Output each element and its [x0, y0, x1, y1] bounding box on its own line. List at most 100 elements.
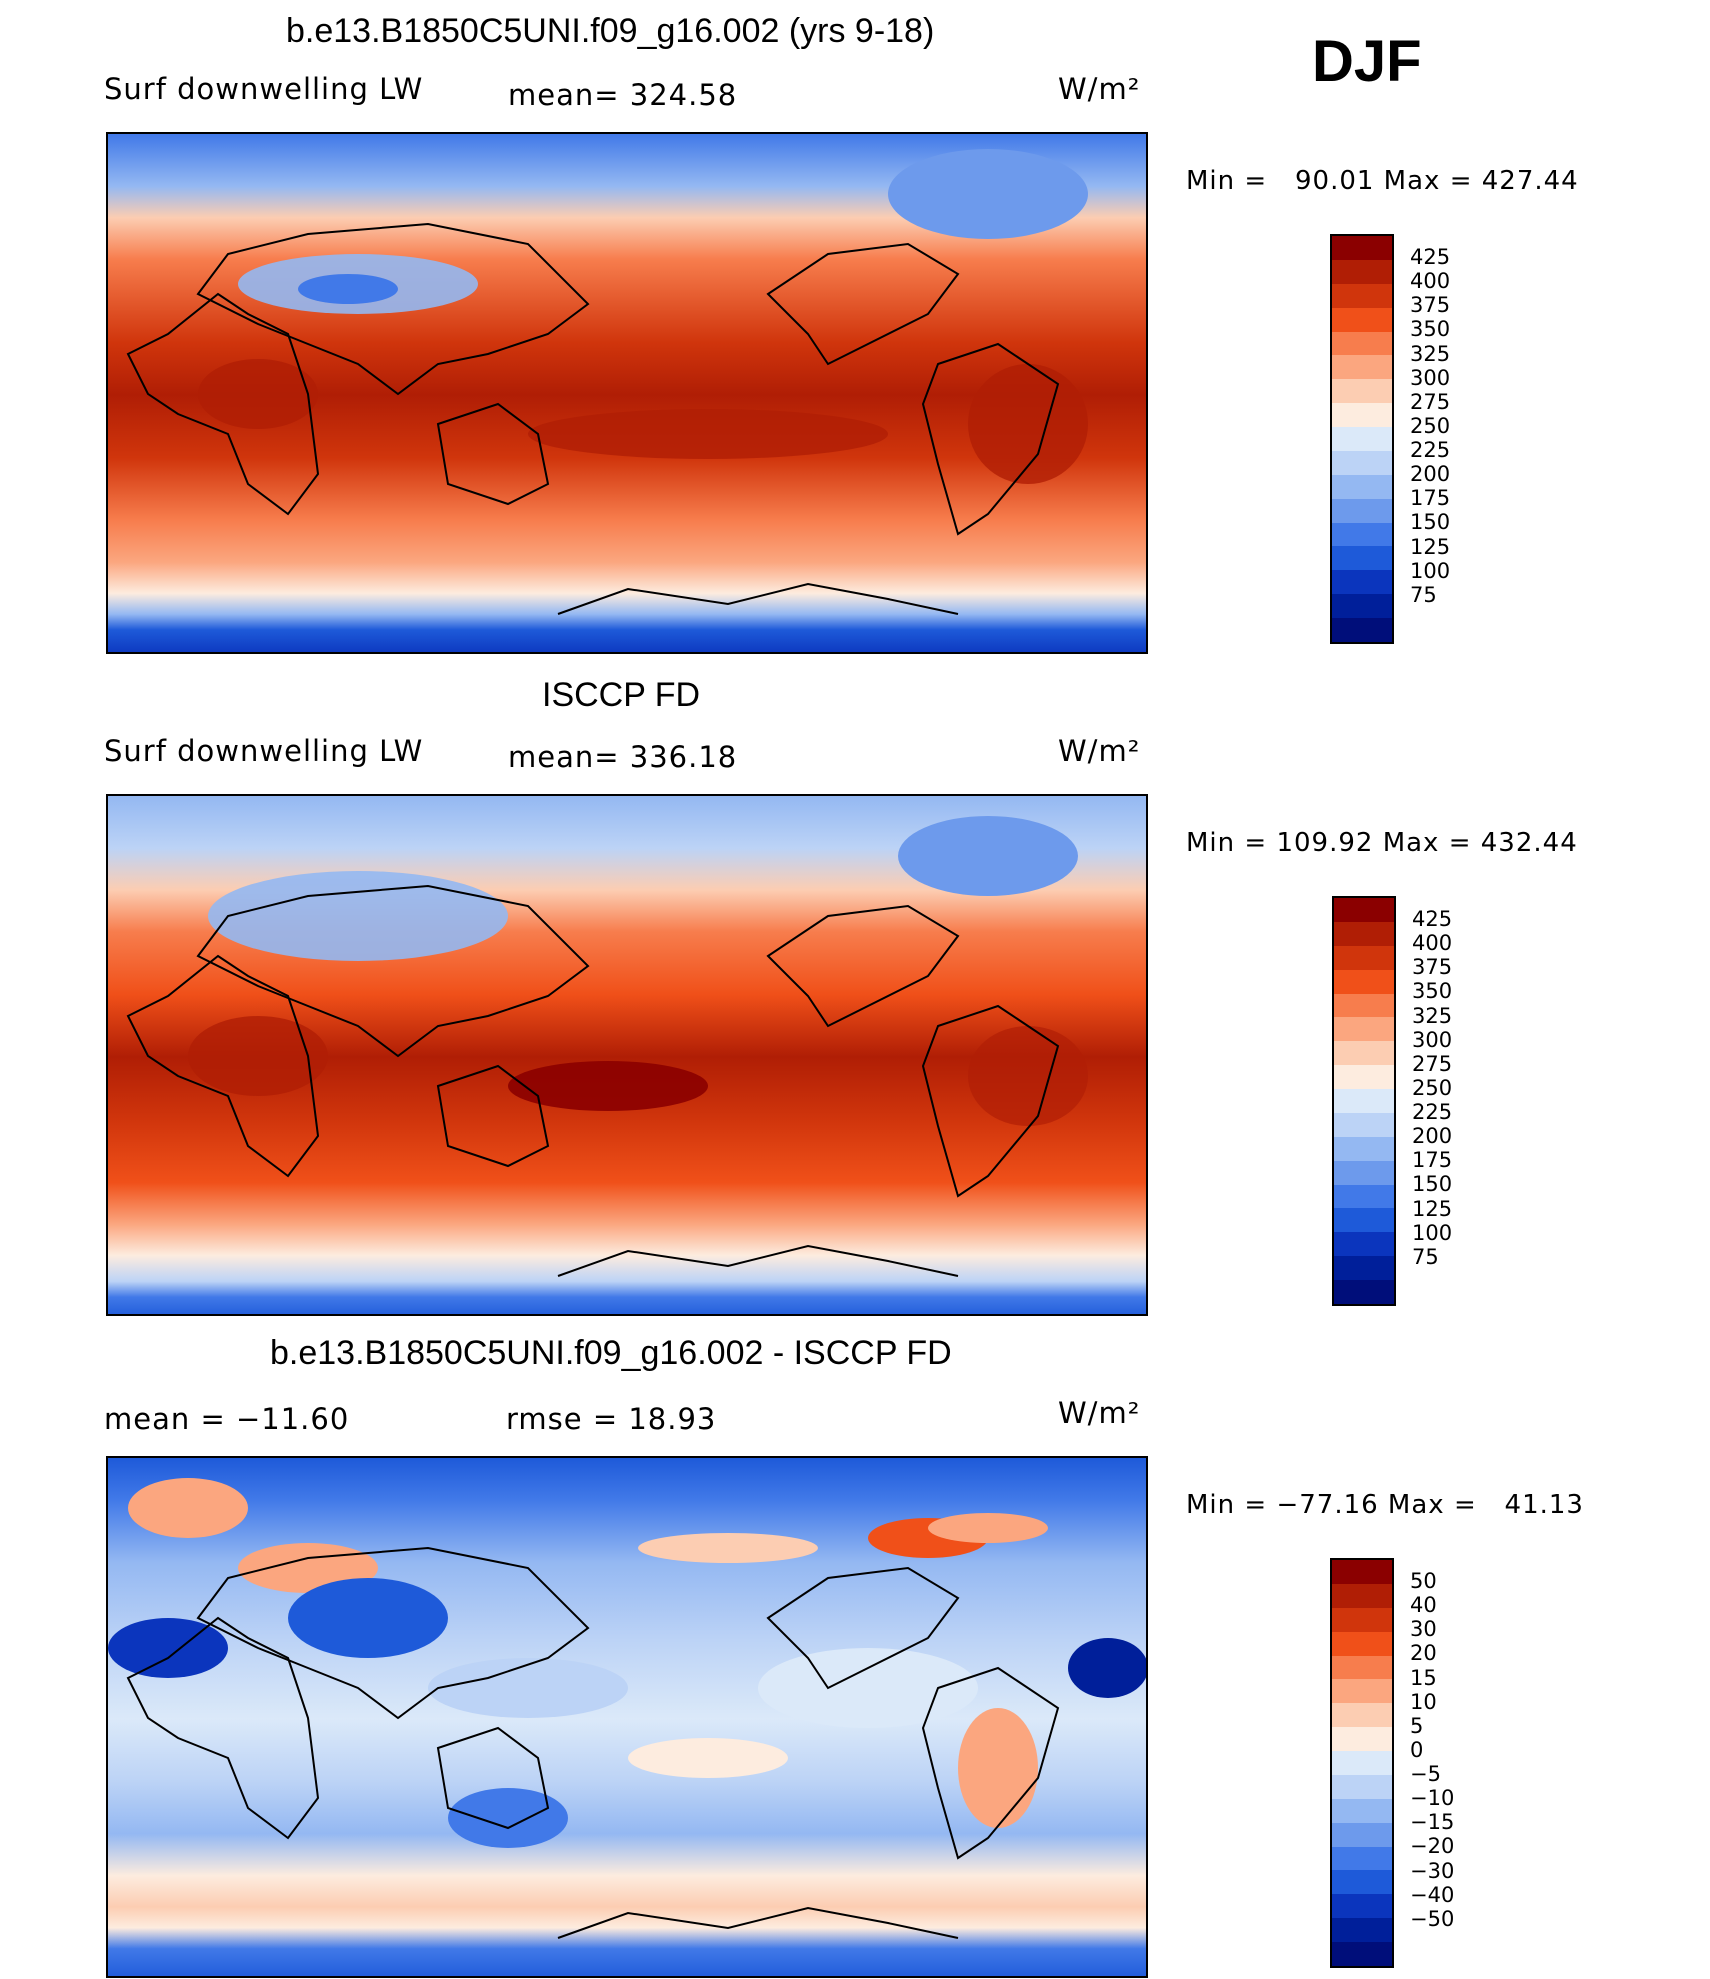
colorbar-tick-label: 125 [1410, 534, 1451, 559]
colorbar-swatch [1332, 1870, 1392, 1895]
mean-label: mean = −11.60 [104, 1402, 350, 1436]
colorbar-swatch [1332, 1607, 1392, 1632]
colorbar-tick-label: −20 [1410, 1834, 1455, 1859]
coastlines [126, 1546, 1060, 1939]
colorbar-swatch [1334, 969, 1394, 994]
colorbar-swatch [1332, 1918, 1392, 1942]
colorbar-absolute-2 [1332, 896, 1396, 1306]
colorbar-tick-label: 400 [1410, 269, 1451, 294]
colorbar-tick-label: −5 [1410, 1762, 1441, 1787]
colorbar-swatch [1334, 993, 1394, 1018]
colorbar-tick-label: 225 [1410, 438, 1451, 463]
colorbar-tick-label: 75 [1412, 1244, 1439, 1269]
colorbar-tick-label: 0 [1410, 1737, 1424, 1762]
colorbar-swatch [1332, 427, 1392, 451]
colorbar-tick-label: 200 [1412, 1124, 1453, 1149]
colorbar-tick-label: 15 [1410, 1665, 1437, 1690]
colorbar-swatch [1334, 1136, 1394, 1161]
colorbar-swatch [1332, 1560, 1392, 1584]
colorbar-swatch [1332, 1894, 1392, 1919]
colorbar-swatch [1332, 1798, 1392, 1823]
colorbar-tick-label: 30 [1410, 1617, 1437, 1642]
colorbar-swatch [1334, 945, 1394, 970]
colorbar-tick-label: −30 [1410, 1858, 1455, 1883]
season-label: DJF [1312, 29, 1422, 94]
colorbar-swatch [1332, 331, 1392, 356]
colorbar-tick-label: −15 [1410, 1810, 1455, 1835]
diff-map [106, 1456, 1148, 1978]
colorbar-tick-label: 375 [1412, 955, 1453, 980]
panel-title: ISCCP FD [542, 676, 701, 714]
colorbar-tick-label: 425 [1412, 907, 1453, 932]
colorbar-swatch [1332, 546, 1392, 571]
colorbar-swatch [1332, 1727, 1392, 1751]
colorbar-swatch [1334, 1184, 1394, 1209]
colorbar-swatch [1332, 355, 1392, 380]
colorbar-tick-label: 400 [1412, 931, 1453, 956]
colorbar-tick-label: 150 [1410, 510, 1451, 535]
colorbar-swatch [1332, 498, 1392, 523]
colorbar-swatch [1334, 1065, 1394, 1089]
colorbar-swatch [1334, 1256, 1394, 1280]
colorbar-tick-label: 425 [1410, 245, 1451, 270]
obs-field-svg [108, 796, 1146, 1314]
colorbar-tick-label: 325 [1412, 1003, 1453, 1028]
colorbar-tick-label: 5 [1410, 1713, 1424, 1738]
model-map [106, 132, 1148, 654]
colorbar-swatch [1334, 1160, 1394, 1185]
colorbar-tick-label: 20 [1410, 1641, 1437, 1666]
colorbar-tick-label: 250 [1412, 1075, 1453, 1100]
colorbar-swatch [1334, 898, 1394, 922]
field-label: Surf downwelling LW [104, 734, 424, 768]
field-label: Surf downwelling LW [104, 72, 424, 106]
panel-title: b.e13.B1850C5UNI.f09_g16.002 (yrs 9-18) [286, 12, 935, 50]
colorbar-tick-label: 100 [1412, 1220, 1453, 1245]
colorbar-difference [1330, 1558, 1394, 1968]
colorbar-tick-label: −40 [1410, 1882, 1455, 1907]
colorbar-swatch [1332, 570, 1392, 595]
range-label: Min = −77.16 Max = 41.13 [1186, 1490, 1584, 1520]
obs-map [106, 794, 1148, 1316]
colorbar-tick-label: 300 [1412, 1027, 1453, 1052]
colorbar-swatch [1332, 1703, 1392, 1728]
panel-title: b.e13.B1850C5UNI.f09_g16.002 - ISCCP FD [270, 1334, 952, 1372]
colorbar-tick-label: 175 [1412, 1148, 1453, 1173]
colorbar-swatch [1332, 379, 1392, 404]
colorbar-tick-label: 275 [1412, 1051, 1453, 1076]
colorbar-tick-label: 250 [1410, 413, 1451, 438]
colorbar-tick-label: 325 [1410, 341, 1451, 366]
units-label: W/m² [1058, 72, 1141, 106]
mean-label: mean= 324.58 [508, 78, 738, 112]
model-field-svg [108, 134, 1146, 652]
colorbar-swatch [1332, 594, 1392, 618]
colorbar-swatch [1332, 1822, 1392, 1847]
colorbar-tick-label: 50 [1410, 1569, 1437, 1594]
colorbar-swatch [1332, 1942, 1392, 1966]
colorbar-tick-label: 10 [1410, 1689, 1437, 1714]
colorbar-swatch [1332, 522, 1392, 547]
colorbar-swatch [1332, 1846, 1392, 1871]
colorbar-swatch [1332, 403, 1392, 427]
colorbar-absolute-1 [1330, 234, 1394, 644]
colorbar-swatch [1332, 474, 1392, 499]
colorbar-swatch [1332, 283, 1392, 308]
colorbar-tick-label: 350 [1412, 979, 1453, 1004]
colorbar-swatch [1332, 1679, 1392, 1704]
colorbar-swatch [1332, 1774, 1392, 1799]
colorbar-swatch [1334, 1017, 1394, 1042]
diff-field-svg [108, 1458, 1146, 1976]
colorbar-swatch [1332, 1751, 1392, 1775]
colorbar-swatch [1332, 259, 1392, 284]
colorbar-swatch [1334, 1089, 1394, 1113]
colorbar-swatch [1334, 1112, 1394, 1137]
colorbar-tick-label: 75 [1410, 582, 1437, 607]
colorbar-tick-label: 225 [1412, 1100, 1453, 1125]
colorbar-tick-label: 40 [1410, 1593, 1437, 1618]
colorbar-swatch [1334, 1232, 1394, 1257]
colorbar-swatch [1334, 921, 1394, 946]
colorbar-swatch [1334, 1208, 1394, 1233]
coastlines [126, 884, 1060, 1277]
colorbar-tick-label: 350 [1410, 317, 1451, 342]
colorbar-swatch [1332, 1631, 1392, 1656]
colorbar-swatch [1334, 1041, 1394, 1066]
